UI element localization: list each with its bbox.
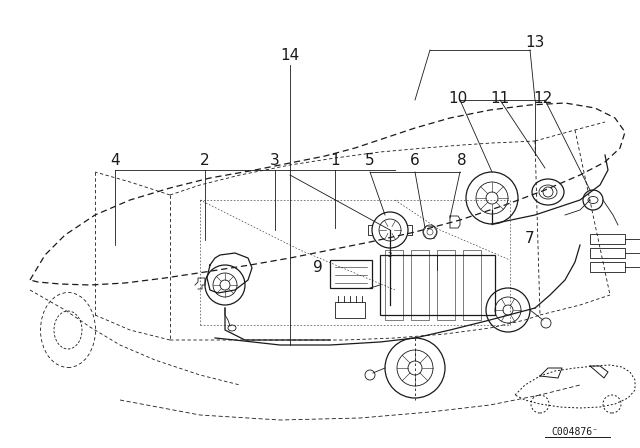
Text: 2: 2: [388, 252, 392, 258]
Bar: [411, 250, 429, 320]
Text: 14: 14: [280, 47, 300, 63]
Text: 6: 6: [410, 152, 420, 168]
Text: 4: 4: [110, 152, 120, 168]
Text: 12: 12: [533, 90, 552, 105]
Text: 10: 10: [449, 90, 468, 105]
Text: 11: 11: [490, 90, 509, 105]
Text: C004876⁻: C004876⁻: [552, 427, 598, 437]
Bar: [335, 302, 365, 318]
Bar: [590, 248, 625, 258]
Text: 2: 2: [200, 152, 210, 168]
Text: 8: 8: [457, 152, 467, 168]
Text: 9: 9: [313, 259, 323, 275]
Text: 1: 1: [330, 152, 340, 168]
Bar: [590, 262, 625, 272]
Text: 5: 5: [365, 152, 375, 168]
Bar: [380, 255, 495, 315]
Text: 3: 3: [270, 152, 280, 168]
Bar: [590, 234, 625, 244]
Text: 7: 7: [525, 231, 535, 246]
Bar: [437, 250, 455, 320]
Text: 13: 13: [525, 34, 545, 49]
Bar: [385, 250, 403, 320]
Bar: [463, 250, 481, 320]
Bar: [330, 260, 372, 288]
